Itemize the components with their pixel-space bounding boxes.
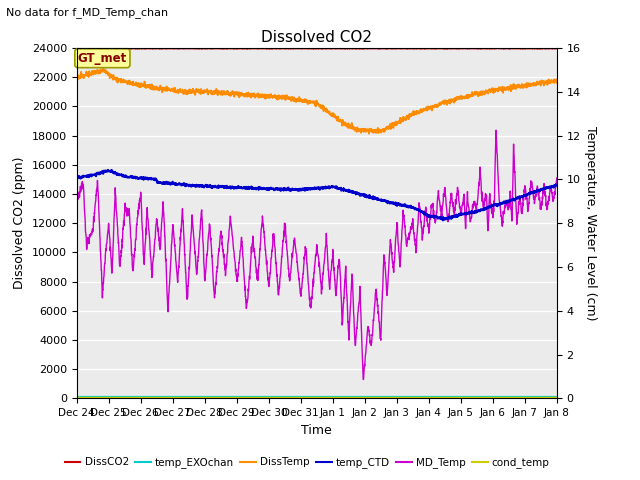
Text: No data for f_MD_Temp_chan: No data for f_MD_Temp_chan [6,7,168,18]
Legend: DissCO2, temp_EXOchan, DissTemp, temp_CTD, MD_Temp, cond_temp: DissCO2, temp_EXOchan, DissTemp, temp_CT… [61,453,554,472]
X-axis label: Time: Time [301,424,332,437]
Title: Dissolved CO2: Dissolved CO2 [261,30,372,46]
Y-axis label: Temperature, Water Level (cm): Temperature, Water Level (cm) [584,126,597,321]
Y-axis label: Dissolved CO2 (ppm): Dissolved CO2 (ppm) [13,157,26,289]
Text: GT_met: GT_met [78,52,127,65]
